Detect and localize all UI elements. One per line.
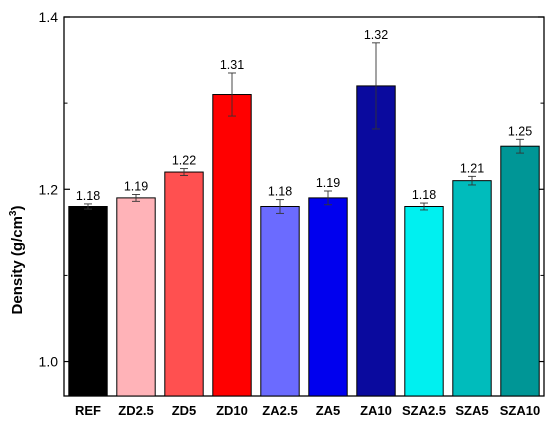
value-label: 1.18: [412, 188, 436, 202]
value-label: 1.21: [460, 161, 484, 175]
y-axis-title: Density (g/cm3): [8, 206, 26, 315]
bar-ref: [68, 206, 108, 397]
y-axis-title-superscript: 3: [8, 210, 19, 216]
x-category-label: SZA2.5: [402, 403, 446, 418]
value-label: 1.22: [172, 154, 196, 168]
x-category-label: SZA10: [500, 403, 540, 418]
x-category-label: ZA5: [316, 403, 341, 418]
value-label: 1.18: [76, 189, 100, 203]
value-label: 1.25: [508, 124, 532, 138]
value-label: 1.19: [124, 179, 148, 193]
bar-zd2-5: [116, 197, 156, 397]
x-category-label: REF: [75, 403, 101, 418]
bar-za5: [308, 197, 348, 397]
x-category-label: ZA10: [360, 403, 392, 418]
value-label: 1.19: [316, 176, 340, 190]
bar-za10: [356, 85, 396, 397]
bar-sza2-5: [404, 206, 444, 397]
bar-za2-5: [260, 206, 300, 397]
x-category-label: ZD10: [216, 403, 248, 418]
y-tick-label: 1.2: [39, 181, 59, 197]
bar-sza5: [452, 180, 492, 397]
y-tick-label: 1.0: [39, 354, 59, 370]
x-category-label: ZD5: [172, 403, 197, 418]
x-category-label: SZA5: [455, 403, 488, 418]
bar-zd5: [164, 171, 204, 397]
value-label: 1.31: [220, 58, 244, 72]
bar-sza10: [500, 145, 540, 397]
value-label: 1.32: [364, 28, 388, 42]
labels-group: 1.0 1.2 1.4 1.18 REF 1.19 ZD2.5 1.22 ZD5 1.31 ZD10…: [39, 9, 541, 418]
x-category-label: ZD2.5: [118, 403, 153, 418]
value-label: 1.18: [268, 185, 292, 199]
y-tick-label: 1.4: [39, 9, 59, 25]
x-category-label: ZA2.5: [262, 403, 297, 418]
plot-frame: [63, 16, 545, 397]
bars-group: [68, 42, 540, 397]
bar-zd10: [212, 94, 252, 397]
